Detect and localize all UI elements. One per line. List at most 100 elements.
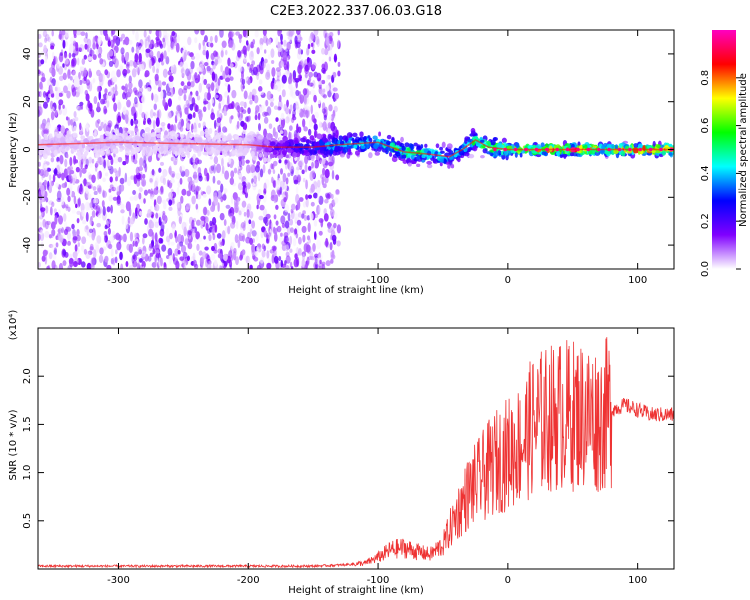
spectrogram-noise-cell [202, 206, 208, 216]
spectrogram-noise-cell [224, 66, 230, 76]
spectrogram-noise-cell [259, 37, 263, 43]
spectrogram-noise-cell [265, 238, 269, 244]
spectrogram-noise-cell [165, 56, 170, 65]
spectrogram-band-cell [114, 127, 118, 134]
spectrogram-noise-cell [328, 50, 333, 58]
spectrogram-noise-cell [310, 183, 315, 193]
spectrogram-noise-cell [171, 30, 176, 37]
spectrogram-noise-cell [80, 104, 84, 110]
spectrogram-noise-cell [314, 257, 318, 265]
spectrogram-noise-cell [199, 256, 205, 266]
spectrogram-band-cell [404, 142, 410, 148]
spectrogram-noise-cell [251, 220, 256, 229]
spectrogram-noise-cell [295, 247, 299, 253]
spectrogram-noise-cell [147, 119, 152, 125]
spectrogram-noise-cell [325, 74, 329, 83]
spectrogram-noise-cell [183, 93, 187, 102]
spectrogram-noise-cell [156, 68, 160, 74]
spectrogram-noise-cell [262, 111, 268, 118]
spectrogram-band-cell [136, 131, 140, 136]
spectrogram-noise-cell [237, 182, 243, 191]
spectrogram-noise-cell [298, 159, 304, 168]
spectrogram-noise-cell [280, 168, 283, 175]
spectrogram-noise-cell [45, 122, 52, 130]
spectrogram-noise-cell [135, 152, 138, 161]
spectrogram-noise-cell [297, 64, 302, 75]
spectrogram-noise-cell [68, 47, 72, 53]
spectrogram-noise-cell [285, 177, 289, 185]
spectrogram-noise-cell [194, 157, 200, 165]
spectrogram-noise-cell [321, 79, 326, 85]
spectrogram-noise-cell [230, 115, 234, 120]
spectrogram-noise-cell [120, 263, 124, 269]
spectrogram-noise-cell [263, 245, 267, 252]
spectrogram-noise-cell [46, 79, 51, 85]
spectrogram-noise-cell [246, 209, 250, 218]
spectrogram-noise-cell [214, 88, 219, 95]
spectrogram-band-cell [281, 149, 288, 156]
spectrogram-noise-cell [284, 204, 290, 213]
spectrogram-noise-cell [128, 60, 134, 67]
spectrogram-noise-cell [167, 123, 171, 130]
spectrogram-band-cell [48, 133, 53, 138]
spectrogram-noise-cell [180, 195, 184, 204]
spectrogram-noise-cell [86, 122, 89, 133]
spectrogram-band-cell [637, 143, 643, 149]
spectrogram-noise-cell [123, 72, 127, 78]
spectrogram-noise-cell [38, 161, 41, 167]
spectrogram-noise-cell [273, 214, 277, 220]
spectrogram-noise-cell [62, 104, 65, 109]
spectrogram-noise-cell [302, 201, 307, 208]
spectrogram-noise-cell [269, 228, 273, 239]
spectrogram-noise-cell [192, 259, 198, 268]
spectrogram-noise-cell [284, 265, 290, 269]
spectrogram-noise-cell [44, 230, 50, 238]
spectrogram-noise-cell [99, 79, 104, 87]
spectrogram-noise-cell [315, 35, 320, 45]
spectrogram-ridge-peak [638, 147, 643, 152]
spectrogram-noise-cell [181, 188, 187, 196]
spectrogram-noise-cell [124, 220, 129, 230]
spectrogram-band-cell [271, 137, 276, 142]
spectrogram-noise-cell [64, 204, 69, 209]
spectrogram-noise-cell [336, 240, 341, 247]
spectrogram-band-cell [277, 154, 284, 159]
spectrogram-noise-cell [293, 102, 297, 112]
spectrogram-noise-cell [72, 177, 76, 186]
spectrogram-noise-cell [316, 239, 322, 250]
spectrogram-noise-cell [138, 186, 143, 193]
spectrogram-noise-cell [40, 59, 45, 65]
spectrogram-noise-cell [337, 61, 341, 67]
y-tick-label: 1.0 [22, 465, 33, 481]
spectrogram-noise-cell [275, 36, 279, 46]
spectrogram-noise-cell [113, 234, 119, 240]
spectrogram-noise-cell [286, 99, 289, 108]
spectrogram-noise-cell [95, 160, 99, 168]
spectrogram-noise-cell [53, 208, 57, 214]
spectrogram-noise-cell [156, 110, 160, 119]
spectrogram-noise-cell [310, 32, 315, 40]
spectrogram-band-cell [181, 152, 186, 158]
spectrogram-noise-cell [195, 52, 201, 61]
spectrogram-noise-cell [313, 159, 320, 169]
spectrogram-noise-cell [75, 41, 79, 52]
spectrogram-band-cell [205, 133, 211, 139]
spectrogram-band-cell [346, 132, 353, 139]
spectrogram-noise-cell [66, 231, 71, 241]
spectrogram-band-cell [633, 143, 639, 148]
spectrogram-noise-cell [247, 107, 251, 115]
spectrogram-band-cell [400, 136, 404, 143]
spectrogram-band-cell [231, 150, 236, 155]
spectrogram-noise-cell [143, 120, 146, 125]
spectrogram-noise-cell [290, 203, 296, 211]
spectrogram-noise-cell [112, 76, 118, 83]
colorbar: 0.00.20.40.60.8 Normalized spectral ampl… [700, 30, 749, 277]
spectrogram-x-ticks: -300 -200 -100 0 100 [107, 30, 647, 286]
colorbar-tick-label: 0.2 [700, 213, 711, 229]
spectrogram-noise-cell [221, 40, 227, 49]
spectrogram-band-cell [245, 138, 252, 142]
spectrogram-noise-cell [186, 122, 191, 130]
spectrogram-noise-cell [117, 156, 123, 163]
spectrogram-band-cell [211, 147, 215, 154]
spectrogram-noise-cell [112, 86, 115, 92]
